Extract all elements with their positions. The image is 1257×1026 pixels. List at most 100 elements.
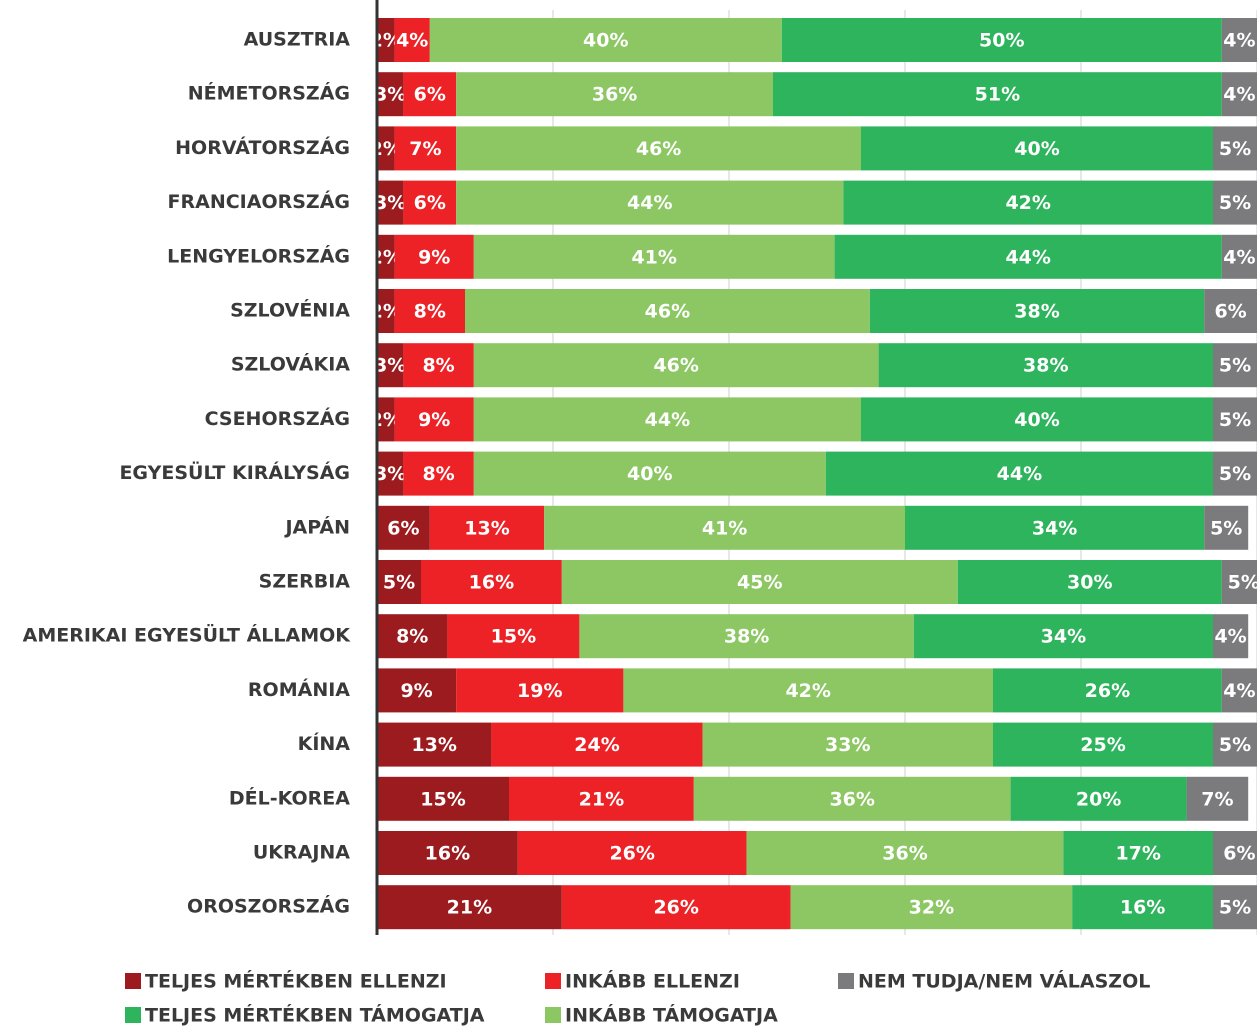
bar-segment (1063, 831, 1213, 875)
bar-segment (1221, 18, 1257, 62)
value-label: 6% (1214, 301, 1246, 323)
bar-segment (1213, 831, 1257, 875)
bar-segment (1010, 776, 1187, 821)
bar-segment (1213, 614, 1249, 659)
bar-segment (377, 451, 404, 496)
value-label: 44% (627, 192, 672, 214)
bar-segment (861, 126, 1213, 171)
value-label: 9% (418, 409, 450, 431)
value-label: 36% (592, 84, 637, 106)
value-label: 38% (724, 626, 769, 648)
legend-label: NEM TUDJA/NEM VÁLASZOL (858, 970, 1150, 993)
category-label: CSEHORSZÁG (205, 407, 350, 430)
value-label: 4% (1223, 246, 1255, 268)
value-label: 4% (1223, 680, 1255, 702)
value-label: 5% (1228, 572, 1257, 594)
bar-segment (473, 343, 879, 388)
bar-segment (377, 18, 395, 62)
bar-segment (403, 451, 474, 496)
bar-segment (544, 505, 905, 550)
value-label: 4% (1223, 84, 1255, 106)
value-label: 5% (1219, 463, 1251, 485)
legend-swatch (545, 1007, 561, 1023)
value-label: 3% (374, 192, 406, 214)
bar-segment (913, 614, 1213, 659)
bar-segment (377, 397, 395, 442)
value-label: 15% (420, 788, 465, 810)
category-label: HORVÁTORSZÁG (175, 136, 350, 159)
value-label: 5% (1219, 355, 1251, 377)
value-label: 13% (411, 734, 456, 756)
bar-segment (1221, 668, 1257, 713)
value-label: 7% (1201, 788, 1233, 810)
value-label: 26% (1085, 680, 1130, 702)
value-label: 40% (627, 463, 672, 485)
bar-segment (1221, 234, 1257, 279)
category-label: JAPÁN (283, 515, 350, 538)
value-label: 8% (414, 301, 446, 323)
value-label: 8% (422, 355, 454, 377)
value-label: 45% (737, 572, 782, 594)
value-label: 42% (1005, 192, 1050, 214)
bar-segment (1186, 776, 1249, 821)
value-label: 20% (1076, 788, 1121, 810)
category-label: UKRAJNA (253, 842, 350, 864)
value-label: 13% (464, 517, 509, 539)
value-label: 33% (825, 734, 870, 756)
bar-segment (421, 560, 562, 604)
value-label: 26% (653, 897, 698, 919)
bar-segment (473, 234, 835, 279)
bar-segment (561, 885, 791, 930)
value-label: 4% (1214, 626, 1246, 648)
bar-segment (1213, 126, 1257, 171)
bar-segment (377, 234, 395, 279)
bar-segment (509, 776, 694, 821)
bar-segment (843, 180, 1213, 225)
bar-segment (702, 722, 993, 767)
value-label: 8% (396, 626, 428, 648)
value-label: 36% (829, 788, 874, 810)
value-label: 4% (1223, 30, 1255, 52)
bar-segment (377, 831, 518, 875)
bar-segment (473, 451, 826, 496)
value-label: 40% (1014, 138, 1059, 160)
bar-segment (773, 72, 1222, 117)
bar-segment (456, 72, 773, 117)
value-label: 30% (1067, 572, 1112, 594)
bar-segment (1213, 722, 1257, 767)
bar-segment (517, 831, 747, 875)
bar-segment (746, 831, 1064, 875)
bar-segment (1221, 72, 1257, 117)
category-label: SZLOVÉNIA (230, 299, 350, 322)
bar-segment (377, 72, 404, 117)
bar-segment (790, 885, 1073, 930)
value-label: 51% (975, 84, 1020, 106)
value-label: 6% (414, 84, 446, 106)
value-label: 9% (400, 680, 432, 702)
bar-segment (377, 885, 562, 930)
value-label: 3% (374, 84, 406, 106)
bar-segment (693, 776, 1011, 821)
bar-segment (1204, 289, 1257, 333)
value-label: 34% (1041, 626, 1086, 648)
value-label: 46% (653, 355, 698, 377)
value-label: 46% (645, 301, 690, 323)
bar-segment (957, 560, 1222, 604)
category-label: SZERBIA (259, 571, 351, 593)
value-label: 3% (374, 463, 406, 485)
category-label: EGYESÜLT KIRÁLYSÁG (119, 460, 350, 484)
bar-segment (429, 18, 782, 62)
bar-segment (447, 614, 580, 659)
bar-segment (905, 505, 1205, 550)
bar-segment (1213, 885, 1257, 930)
category-label: FRANCIAORSZÁG (168, 190, 350, 213)
category-label: AUSZTRIA (244, 29, 351, 51)
legend-label: INKÁBB ELLENZI (565, 970, 740, 993)
bar-segment (825, 451, 1213, 496)
value-label: 5% (1219, 734, 1251, 756)
value-label: 8% (422, 463, 454, 485)
value-label: 36% (882, 843, 927, 865)
value-label: 15% (491, 626, 536, 648)
value-label: 6% (414, 192, 446, 214)
